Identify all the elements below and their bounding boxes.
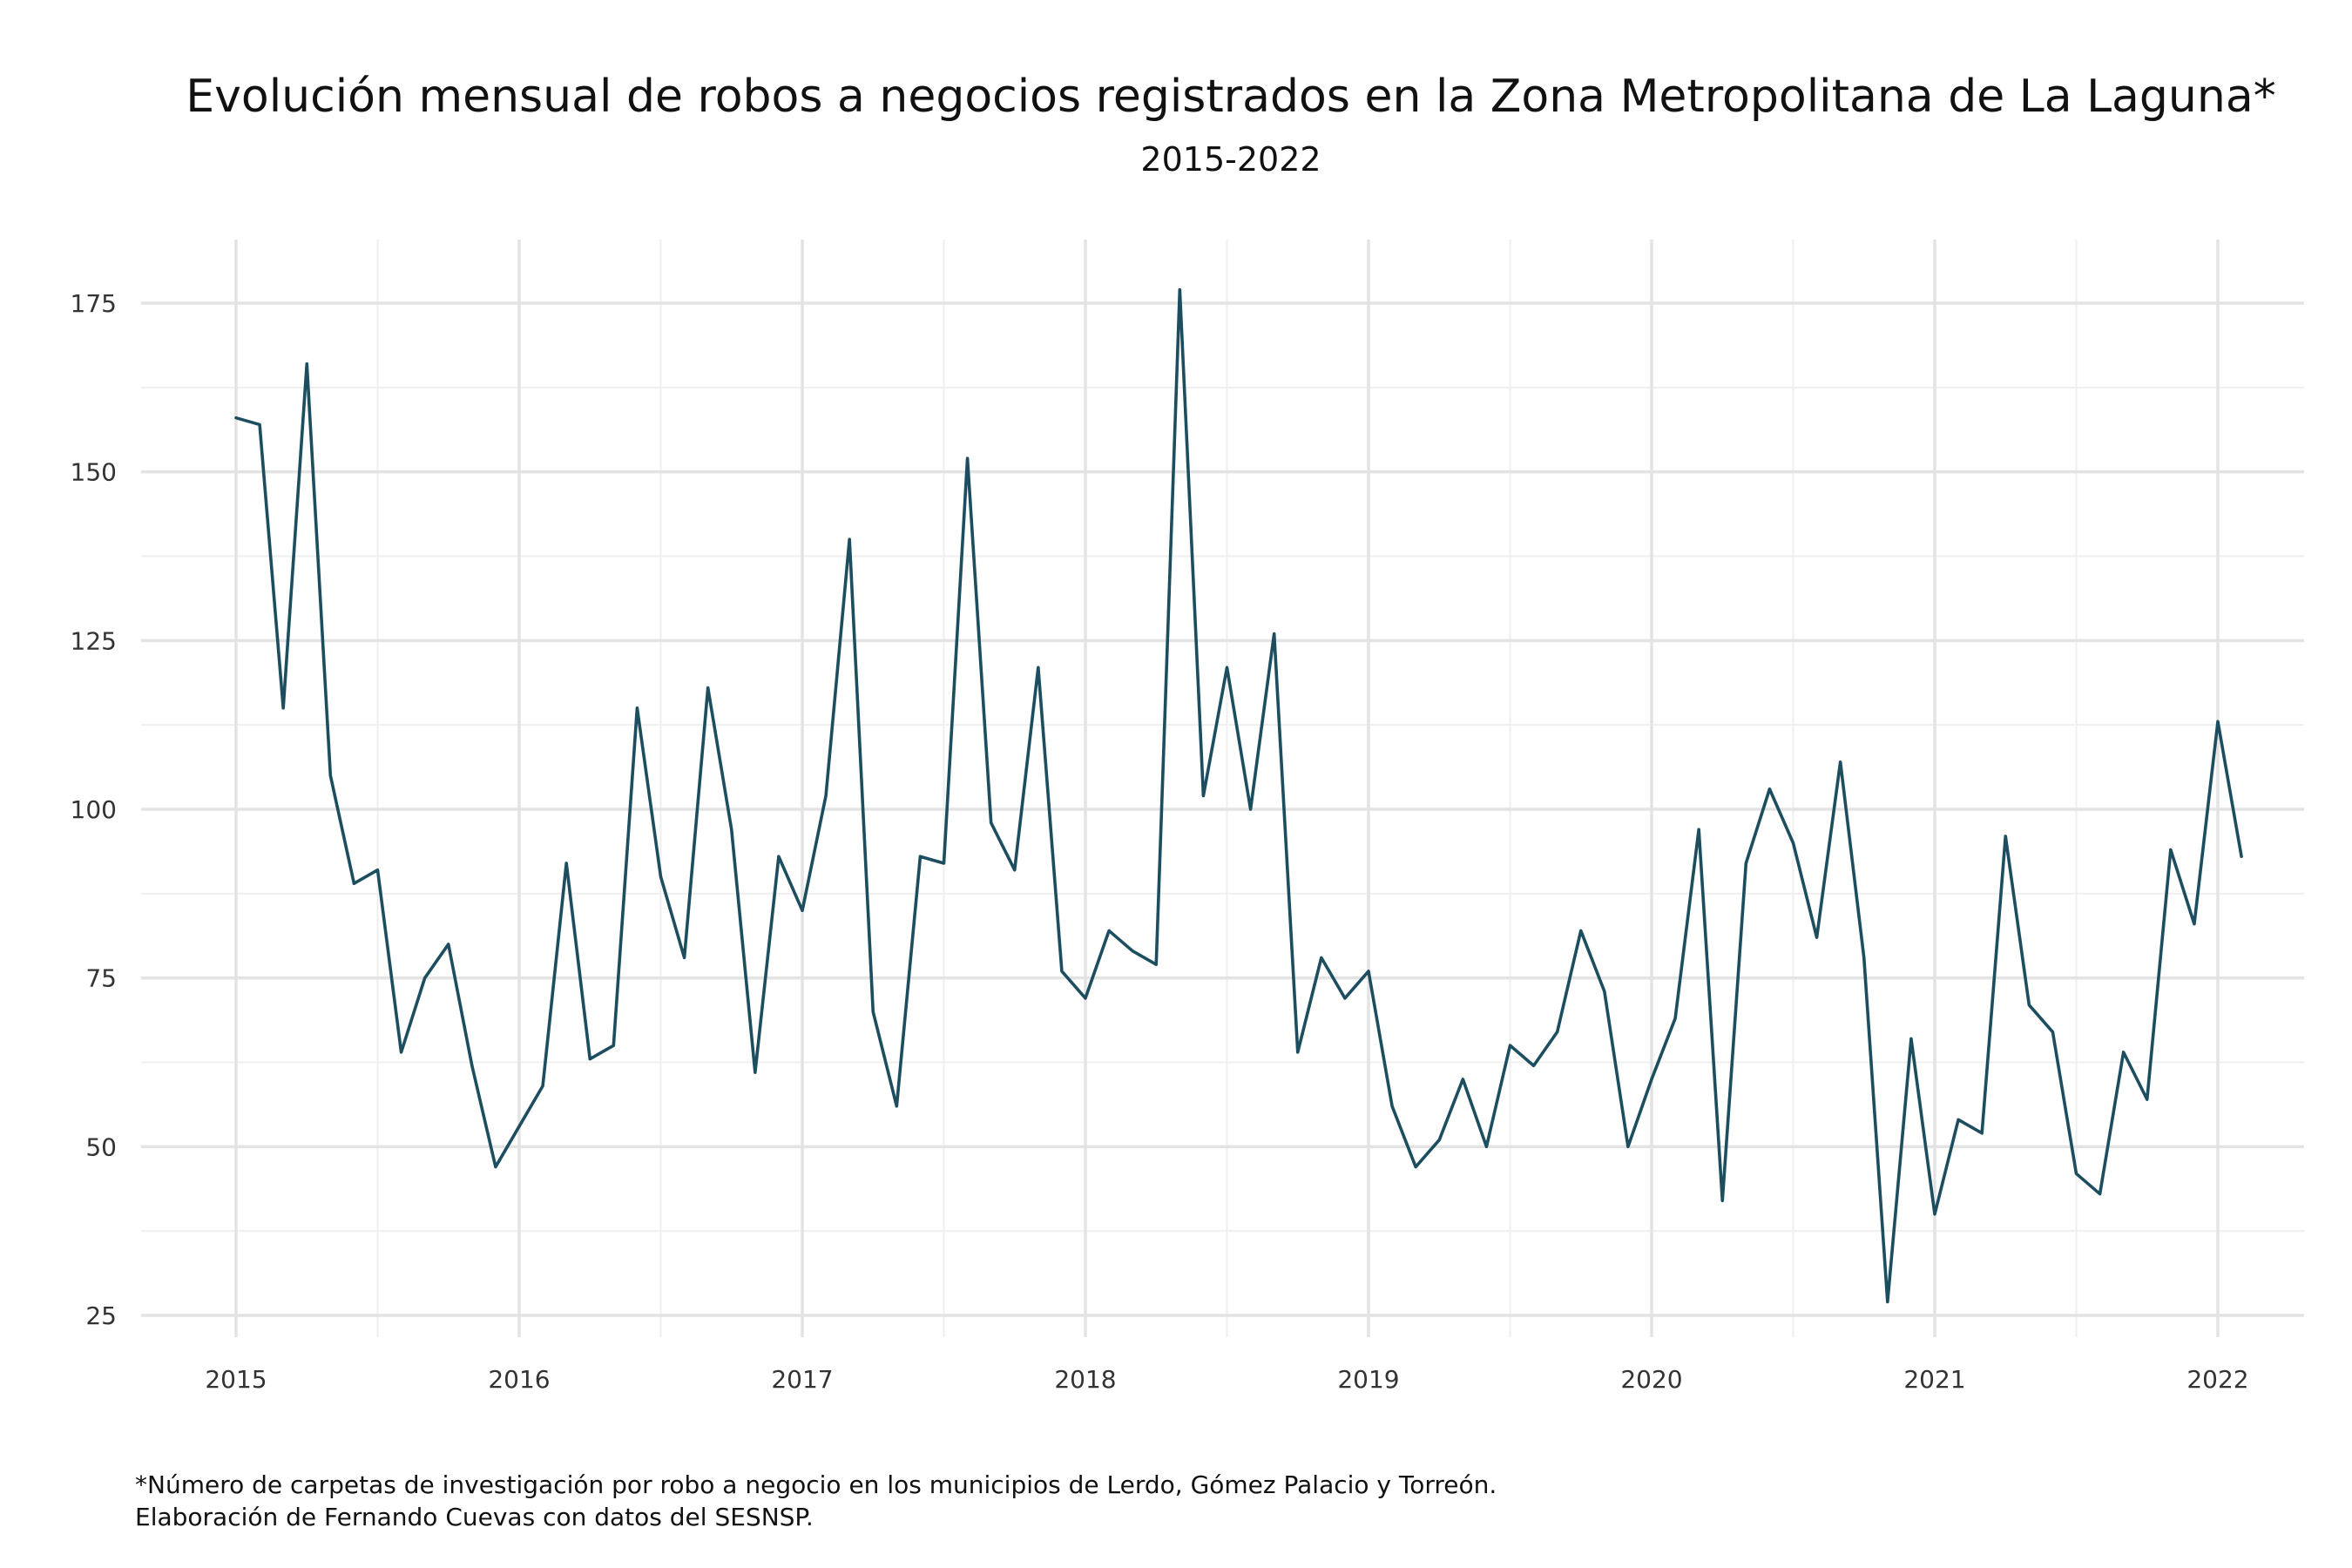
- y-tick-label: 100: [71, 795, 117, 824]
- grid: [141, 240, 2304, 1337]
- caption-line-1: *Número de carpetas de investigación por…: [135, 1470, 1497, 1499]
- x-tick-label: 2019: [1337, 1365, 1399, 1394]
- y-tick-label: 150: [71, 458, 117, 487]
- x-axis-ticks: 2015 2016 2017 2018 2019 2020 2021 2022: [205, 1365, 2248, 1394]
- y-tick-label: 25: [85, 1301, 117, 1330]
- y-tick-label: 125: [71, 626, 117, 655]
- x-tick-label: 2016: [488, 1365, 550, 1394]
- x-tick-label: 2017: [771, 1365, 833, 1394]
- y-tick-label: 75: [85, 964, 117, 993]
- series-layer: [234, 287, 2243, 1304]
- series-line: [234, 287, 2243, 1304]
- chart-subtitle: 2015-2022: [1140, 140, 1321, 179]
- x-tick-label: 2020: [1620, 1365, 1682, 1394]
- chart-title: Evolución mensual de robos a negocios re…: [186, 71, 2275, 123]
- y-tick-label: 50: [85, 1132, 117, 1161]
- y-axis-ticks: 25 50 75 100 125 150 175: [71, 289, 117, 1330]
- x-tick-label: 2022: [2186, 1365, 2248, 1394]
- caption-line-2: Elaboración de Fernando Cuevas con datos…: [135, 1503, 814, 1531]
- x-tick-label: 2015: [205, 1365, 267, 1394]
- x-tick-label: 2018: [1054, 1365, 1116, 1394]
- y-tick-label: 175: [71, 289, 117, 318]
- x-tick-label: 2021: [1903, 1365, 1965, 1394]
